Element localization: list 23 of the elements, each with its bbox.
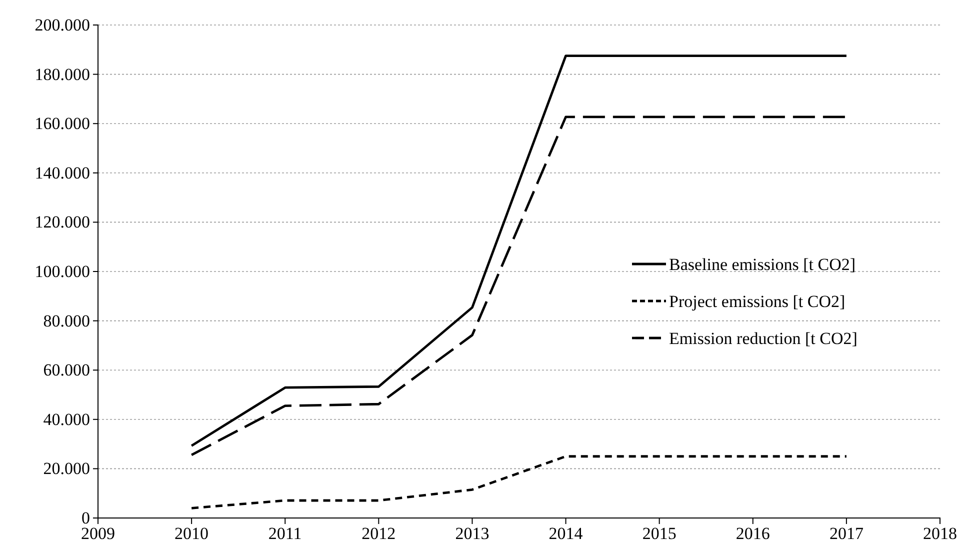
y-tick-label: 120.000 (34, 212, 90, 232)
x-tick-label: 2017 (829, 524, 864, 544)
x-tick-label: 2010 (174, 524, 209, 544)
legend-label: Project emissions [t CO2] (669, 292, 846, 311)
y-tick-label: 60.000 (43, 360, 90, 380)
y-tick-label: 20.000 (43, 459, 90, 478)
x-tick-label: 2016 (736, 524, 770, 544)
y-tick-label: 140.000 (34, 163, 90, 182)
y-tick-label: 80.000 (43, 311, 90, 330)
y-tick-label: 100.000 (34, 262, 90, 281)
x-tick-label: 2011 (268, 524, 302, 544)
x-tick-label: 2014 (548, 524, 584, 544)
legend-label: Emission reduction [t CO2] (669, 328, 858, 348)
x-tick-label: 2012 (362, 524, 396, 544)
y-tick-label: 40.000 (43, 410, 90, 429)
x-tick-label: 2013 (455, 524, 490, 544)
legend-label: Baseline emissions [t CO2] (669, 254, 856, 274)
y-tick-label: 160.000 (34, 114, 90, 134)
x-tick-label: 2015 (642, 524, 676, 544)
y-tick-label: 200.000 (34, 15, 90, 34)
y-tick-label: 180.000 (34, 64, 90, 84)
line-series (190, 455, 848, 510)
x-tick-label: 2018 (923, 524, 957, 544)
